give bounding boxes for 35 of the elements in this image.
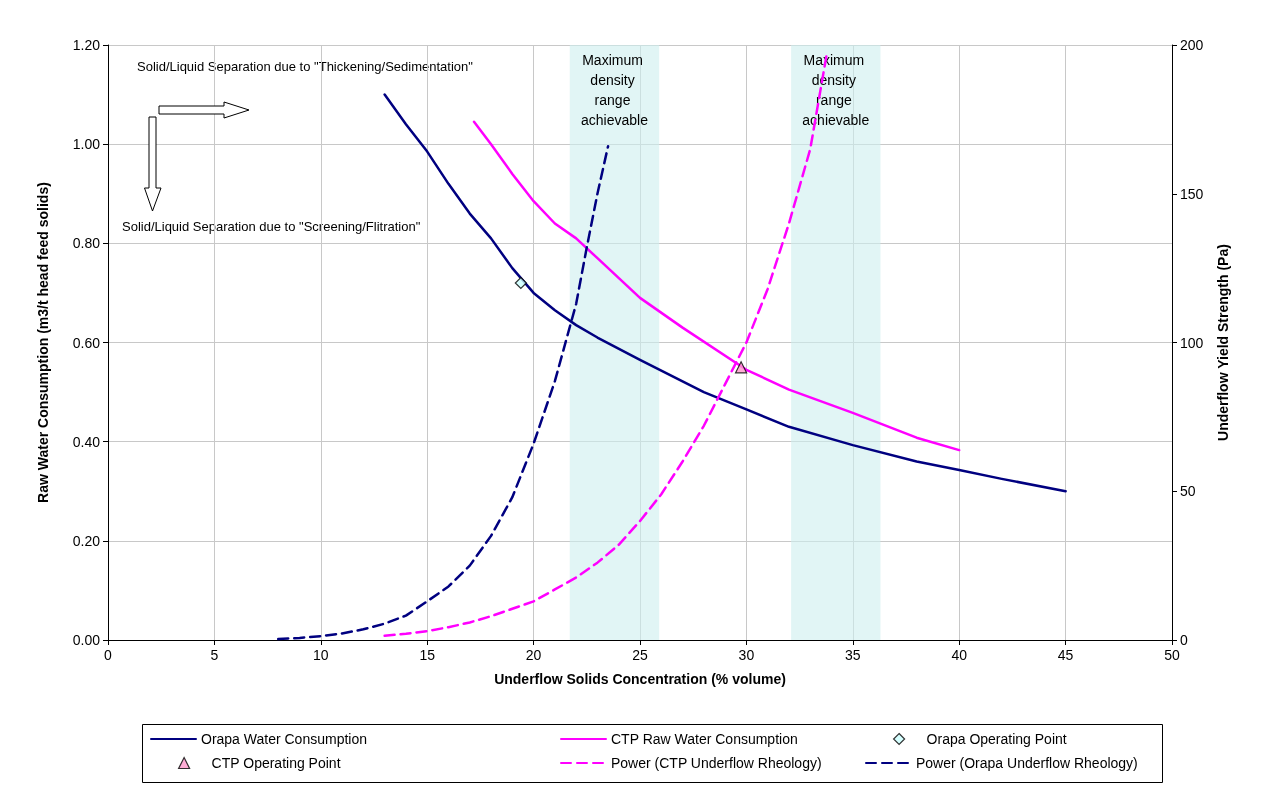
x-tick-label: 40 <box>951 647 968 663</box>
annotation: Solid/Liquid Separation due to "Screening/Flitration" <box>122 219 421 234</box>
x-tick-label: 5 <box>210 647 219 663</box>
band-label: Maximum density range achievable <box>581 52 649 128</box>
x-tick-label: 15 <box>419 647 436 663</box>
y2-tick-label: 150 <box>1180 185 1204 202</box>
y-tick-label: 0.00 <box>72 632 101 648</box>
x-tick-label: 50 <box>1164 647 1180 663</box>
legend-label: Orapa Operating Point <box>926 731 1067 747</box>
x-tick-label: 25 <box>632 647 648 663</box>
y2-axis-title: Underflow Yield Strength (Pa) <box>1215 244 1231 441</box>
legend-label: Power (CTP Underflow Rheology) <box>611 755 822 771</box>
y2-tick-label: 0 <box>1180 632 1188 648</box>
y-tick-label: 0.40 <box>72 433 101 450</box>
x-tick-label: 45 <box>1057 647 1074 663</box>
legend-label: CTP Operating Point <box>211 755 341 771</box>
y2-tick-label: 50 <box>1180 483 1196 500</box>
x-tick-label: 10 <box>313 647 329 663</box>
legend-label: Power (Orapa Underflow Rheology) <box>916 755 1138 771</box>
y2-tick-label: 100 <box>1180 334 1204 351</box>
y-tick-label: 0.80 <box>72 235 101 252</box>
y-tick-label: 0.60 <box>72 334 101 351</box>
x-tick-label: 35 <box>845 647 861 663</box>
y-tick-label: 1.00 <box>72 136 101 153</box>
y-axis-title: Raw Water Consumption (m3/t head feed solids) <box>35 182 51 503</box>
x-axis-title: Underflow Solids Concentration (% volume) <box>494 671 786 687</box>
annotation: Solid/Liquid Separation due to "Thickening/Sedimentation" <box>137 59 474 74</box>
legend-label: Orapa Water Consumption <box>201 731 367 747</box>
y-tick-label: 1.20 <box>72 37 101 53</box>
x-tick-label: 0 <box>104 647 113 663</box>
x-tick-label: 20 <box>525 647 542 663</box>
x-tick-label: 30 <box>738 647 755 663</box>
legend-label: CTP Raw Water Consumption <box>611 731 798 747</box>
y2-tick-label: 200 <box>1180 37 1204 53</box>
y-tick-label: 0.20 <box>72 532 101 549</box>
